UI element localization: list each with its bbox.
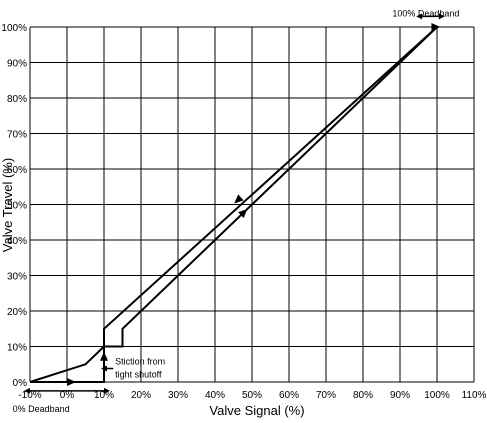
direction-arrow [100,351,108,361]
x-tick-label: -10% [18,390,41,401]
y-tick-label: 10% [7,343,27,354]
x-tick-label: 10% [94,390,114,401]
arrow-head [438,13,445,20]
arrow-head [104,387,110,394]
x-tick-label: 100% [424,390,450,401]
x-tick-label: 60% [279,390,299,401]
direction-arrow [431,23,441,31]
y-tick-label: 80% [7,94,27,105]
x-tick-label: 0% [60,390,75,401]
annotation-label: 0% Deadband [13,404,70,414]
arrow-head [100,365,107,372]
direction-arrow [234,194,244,204]
x-tick-label: 50% [242,390,262,401]
annotation-label: Stiction from [115,357,165,367]
arrow-head [24,387,30,394]
x-tick-label: 80% [353,390,373,401]
y-tick-labels: 0% 10% 20% 30% 40% 50% 60% 70% 80% 90% 100% [1,23,27,389]
x-tick-label: 20% [131,390,151,401]
direction-arrow [238,208,248,219]
x-tick-label: 30% [168,390,188,401]
chart-annotations: 100% Deadband 0% Deadband Stiction from tig… [13,8,460,413]
y-tick-label: 90% [7,59,27,70]
direction-arrow [67,378,76,386]
y-tick-label: 40% [7,236,27,247]
y-tick-label: 20% [7,307,27,318]
x-tick-label: 90% [390,390,410,401]
chart-curves [29,23,441,386]
x-tick-label: 110% [462,390,487,401]
x-tick-label: 40% [205,390,225,401]
annotation-label: tight shutoff [115,369,162,379]
y-tick-label: 0% [13,378,28,389]
y-tick-label: 70% [7,130,27,141]
y-tick-label: 50% [7,201,27,212]
annotation-label: 100% Deadband [392,8,459,18]
y-tick-label: 30% [7,272,27,283]
x-tick-label: 70% [316,390,336,401]
x-tick-labels: -10% 0% 10% 20% 30% 40% 50% 60% 70% 80% 90% 100% 110… [18,390,486,401]
x-axis-label: Valve Signal (%) [209,403,304,418]
series-line-2 [29,26,438,383]
y-tick-label: 100% [1,23,27,34]
y-axis-label: Valve Travel (%) [0,158,15,252]
arrow-head [416,13,423,20]
y-tick-label: 60% [7,165,27,176]
